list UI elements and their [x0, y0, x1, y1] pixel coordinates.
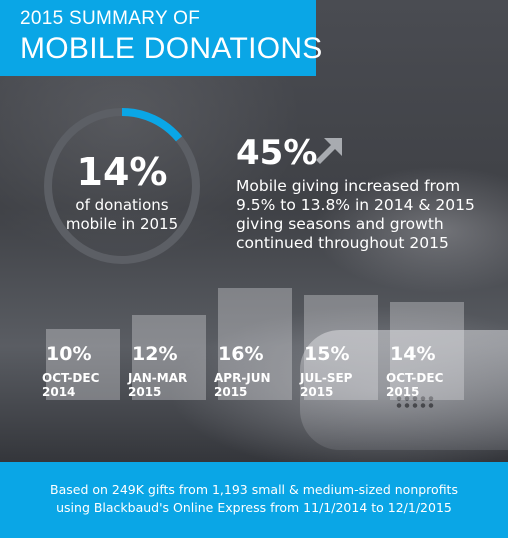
bar-value-label: 10% — [46, 343, 92, 365]
title-line1: 2015 SUMMARY OF — [20, 8, 201, 29]
bar-category-line: 2015 — [128, 385, 162, 399]
mobile-share-caption: of donations mobile in 2015 — [57, 196, 187, 234]
bar-category-line: 2015 — [300, 385, 334, 399]
bar-0 — [46, 329, 120, 400]
bar-value-label: 16% — [218, 343, 264, 365]
bar-1 — [132, 315, 206, 400]
bar-category-label: JAN-MAR 2015 — [128, 371, 210, 399]
title-banner: 2015 SUMMARY OF MOBILE DONATIONS — [0, 0, 322, 76]
footer-line1: Based on 249K gifts from 1,193 small & m… — [50, 482, 458, 497]
bar-category-line: 2014 — [42, 385, 76, 399]
phone-speaker — [395, 395, 435, 409]
growth-value: 45% — [236, 133, 318, 173]
bar-value-label: 15% — [304, 343, 350, 365]
mobile-share-value: 14% — [76, 150, 168, 194]
bar-category-line: 2015 — [214, 385, 248, 399]
ring-progress — [44, 108, 200, 264]
arrow-up-right-icon — [316, 138, 342, 164]
title-line2: MOBILE DONATIONS — [20, 32, 323, 65]
caption-line2: mobile in 2015 — [65, 215, 179, 233]
bar-3 — [304, 294, 378, 400]
bar-4 — [390, 301, 464, 400]
footer-banner: Based on 249K gifts from 1,193 small & m… — [0, 462, 508, 538]
footer-line2: using Blackbaud's Online Express from 11… — [56, 500, 452, 515]
bar-category-line: JAN-MAR — [128, 371, 188, 385]
footer-note: Based on 249K gifts from 1,193 small & m… — [0, 481, 508, 517]
infographic: 2015 SUMMARY OF MOBILE DONATIONS 14% of … — [0, 0, 508, 538]
bar-category-label: APR-JUN 2015 — [214, 371, 296, 399]
bar-category-line: APR-JUN — [214, 371, 271, 385]
bar-category-label: OCT-DEC 2014 — [42, 371, 124, 399]
growth-description: Mobile giving increased from 9.5% to 13.… — [236, 177, 475, 252]
bar-category-line: OCT-DEC — [386, 371, 444, 385]
bar-value-label: 12% — [132, 343, 178, 365]
bar-2 — [218, 288, 292, 400]
bar-value-label: 14% — [390, 343, 436, 365]
caption-line1: of donations — [75, 196, 169, 214]
bar-category-line: OCT-DEC — [42, 371, 100, 385]
bar-category-line: JUL-SEP — [300, 371, 353, 385]
donut-chart — [44, 108, 200, 264]
phone-photo — [300, 330, 508, 450]
bar-category-label: JUL-SEP 2015 — [300, 371, 382, 399]
bar-category-line: 2015 — [386, 385, 420, 399]
bar-category-label: OCT-DEC 2015 — [386, 371, 468, 399]
